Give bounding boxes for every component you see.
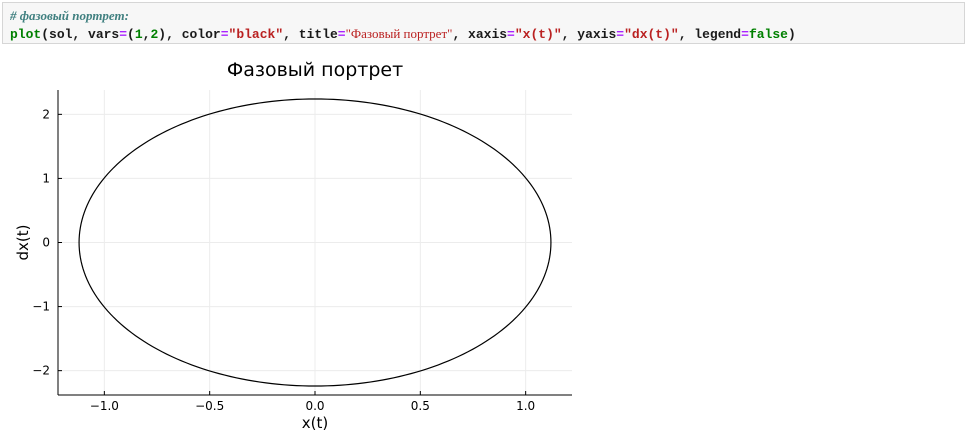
code-comment: # фазовый портрет:	[10, 8, 129, 23]
code-token: (sol, vars	[41, 27, 120, 42]
ticks: −1.0 −0.5 0.0 0.5 1.0 −2 −1 0 1 2	[32, 107, 535, 413]
code-token: )	[787, 27, 796, 42]
x-tick-label: 0.5	[411, 399, 430, 413]
code-token: "Фазовый портрет"	[345, 26, 453, 41]
code-line: plot(sol, vars=(1,2), color="black", tit…	[10, 26, 796, 42]
code-token: ,	[142, 27, 151, 42]
phase-portrait-chart: Фазовый портрет −1.0 −0.5 0.0 0.5 1.0 −2 −1 0 1 2…	[14, 59, 572, 432]
code-token: "black"	[228, 27, 284, 42]
x-axis-label: x(t)	[302, 414, 328, 432]
code-token: 1	[134, 27, 143, 42]
code-token: =	[616, 27, 625, 42]
x-tick-label: 1.0	[516, 399, 535, 413]
y-tick-label: −2	[32, 364, 50, 378]
y-axis-label: dx(t)	[14, 225, 32, 261]
x-tick-label: −0.5	[195, 399, 224, 413]
code-token: , yaxis	[561, 27, 617, 42]
code-token: =	[220, 27, 229, 42]
y-tick-label: 1	[42, 171, 50, 185]
code-token: (	[127, 27, 135, 42]
grid	[58, 90, 572, 395]
code-token: "x(t)"	[514, 27, 562, 42]
code-token: "dx(t)"	[624, 27, 679, 42]
y-tick-label: 2	[42, 107, 50, 121]
code-token: , title	[283, 27, 338, 42]
code-token: plot	[10, 27, 42, 42]
code-token: =	[337, 27, 346, 42]
code-token: , legend	[678, 27, 742, 42]
phase-trajectory-line	[78, 98, 552, 387]
code-token: ), color	[158, 27, 221, 42]
code-token: =	[741, 27, 749, 42]
code-token: =	[119, 27, 128, 42]
y-tick-label: −1	[32, 300, 50, 314]
code-token: , xaxis	[452, 27, 508, 42]
code-token: false	[748, 27, 788, 42]
y-tick-label: 0	[42, 236, 50, 250]
code-token: 2	[150, 27, 159, 42]
x-tick-label: −1.0	[90, 399, 119, 413]
chart-title: Фазовый портрет	[227, 59, 403, 81]
code-token: =	[507, 27, 515, 42]
x-tick-label: 0.0	[305, 399, 324, 413]
code-cell[interactable]: # фазовый портрет: plot(sol, vars=(1,2),…	[2, 2, 965, 44]
